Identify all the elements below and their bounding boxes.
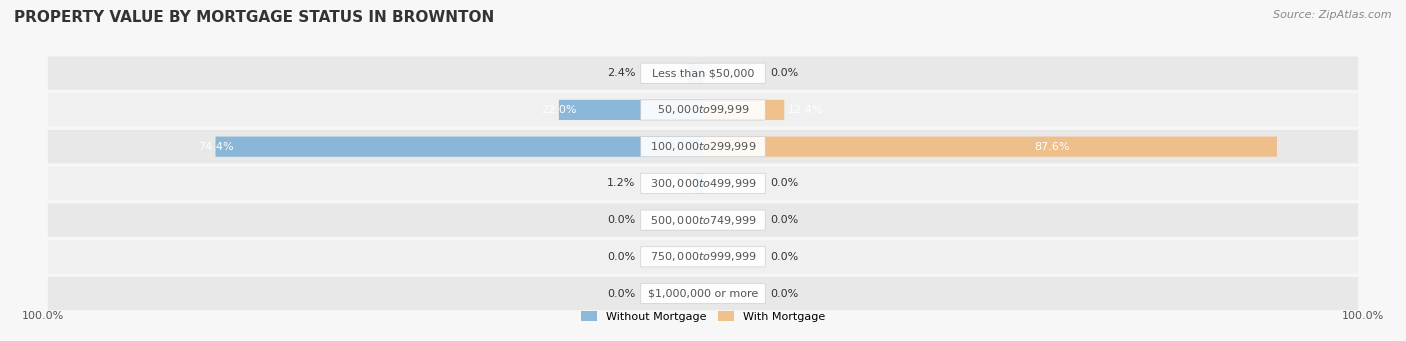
FancyBboxPatch shape: [215, 136, 703, 157]
Text: $50,000 to $99,999: $50,000 to $99,999: [657, 103, 749, 116]
Text: 74.4%: 74.4%: [198, 142, 233, 152]
Text: $100,000 to $299,999: $100,000 to $299,999: [650, 140, 756, 153]
Text: 100.0%: 100.0%: [21, 311, 63, 321]
FancyBboxPatch shape: [48, 240, 1358, 273]
FancyBboxPatch shape: [641, 136, 765, 157]
Legend: Without Mortgage, With Mortgage: Without Mortgage, With Mortgage: [576, 307, 830, 327]
Text: 0.0%: 0.0%: [770, 252, 799, 262]
Text: 87.6%: 87.6%: [1035, 142, 1070, 152]
Text: $750,000 to $999,999: $750,000 to $999,999: [650, 250, 756, 263]
FancyBboxPatch shape: [641, 63, 765, 83]
FancyBboxPatch shape: [641, 173, 765, 193]
Text: 0.0%: 0.0%: [607, 215, 636, 225]
Text: 22.0%: 22.0%: [541, 105, 576, 115]
Text: 12.4%: 12.4%: [789, 105, 824, 115]
FancyBboxPatch shape: [641, 247, 765, 267]
FancyBboxPatch shape: [48, 130, 1358, 163]
FancyBboxPatch shape: [703, 100, 785, 120]
FancyBboxPatch shape: [48, 277, 1358, 310]
Text: 2.4%: 2.4%: [607, 68, 636, 78]
Text: $500,000 to $749,999: $500,000 to $749,999: [650, 213, 756, 226]
Text: 0.0%: 0.0%: [770, 178, 799, 188]
Text: Less than $50,000: Less than $50,000: [652, 68, 754, 78]
Text: $1,000,000 or more: $1,000,000 or more: [648, 288, 758, 298]
Text: 1.2%: 1.2%: [607, 178, 636, 188]
Text: 0.0%: 0.0%: [770, 68, 799, 78]
Text: PROPERTY VALUE BY MORTGAGE STATUS IN BROWNTON: PROPERTY VALUE BY MORTGAGE STATUS IN BRO…: [14, 10, 495, 25]
FancyBboxPatch shape: [641, 283, 765, 303]
Text: 0.0%: 0.0%: [607, 288, 636, 298]
FancyBboxPatch shape: [703, 136, 1277, 157]
Text: 0.0%: 0.0%: [607, 252, 636, 262]
FancyBboxPatch shape: [688, 63, 703, 83]
Text: 0.0%: 0.0%: [770, 215, 799, 225]
FancyBboxPatch shape: [641, 100, 765, 120]
Text: $300,000 to $499,999: $300,000 to $499,999: [650, 177, 756, 190]
FancyBboxPatch shape: [48, 93, 1358, 127]
Text: Source: ZipAtlas.com: Source: ZipAtlas.com: [1274, 10, 1392, 20]
FancyBboxPatch shape: [695, 173, 703, 193]
Text: 0.0%: 0.0%: [770, 288, 799, 298]
FancyBboxPatch shape: [641, 210, 765, 230]
FancyBboxPatch shape: [558, 100, 703, 120]
FancyBboxPatch shape: [48, 57, 1358, 90]
FancyBboxPatch shape: [48, 167, 1358, 200]
FancyBboxPatch shape: [48, 203, 1358, 237]
Text: 100.0%: 100.0%: [1343, 311, 1385, 321]
